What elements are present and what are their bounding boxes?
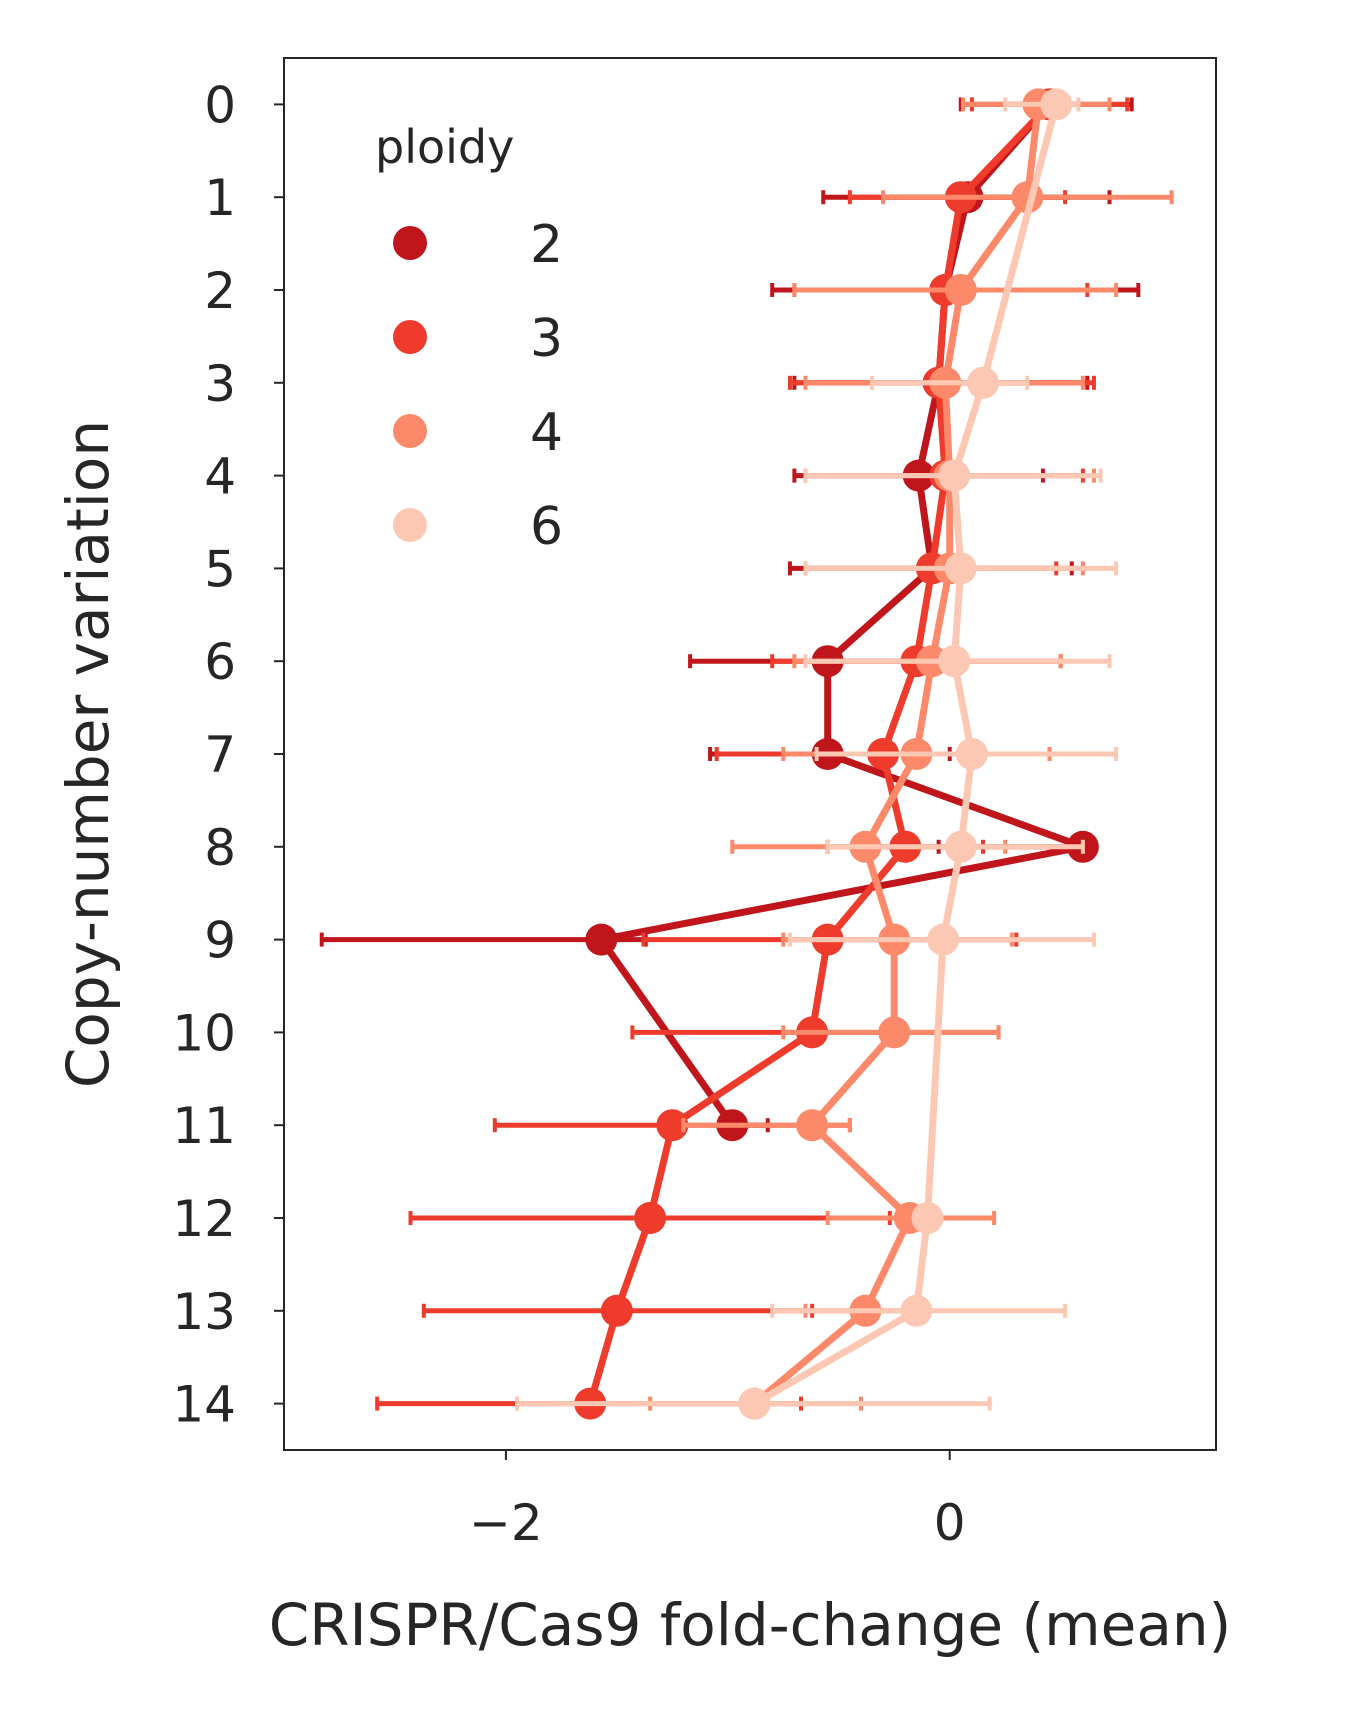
y-tick-label: 9 <box>204 912 236 970</box>
data-point <box>938 645 971 678</box>
legend-label-6: 6 <box>530 497 563 557</box>
series-layer <box>319 88 1174 1420</box>
legend-marker-4 <box>393 414 427 448</box>
legend: ploidy 2 3 4 6 <box>375 120 563 557</box>
data-point <box>634 1202 667 1234</box>
legend-label-2: 2 <box>530 215 563 275</box>
y-tick-label: 11 <box>172 1097 236 1155</box>
legend-marker-6 <box>393 508 427 542</box>
y-tick-label: 10 <box>172 1004 236 1062</box>
data-point <box>927 923 960 956</box>
x-axis-ticks: −2 0 <box>469 1450 966 1552</box>
y-tick-label: 13 <box>172 1283 236 1341</box>
y-tick-label: 8 <box>204 819 236 877</box>
series-6 <box>515 88 1119 1420</box>
y-tick-label: 7 <box>204 726 236 784</box>
data-point <box>900 1294 933 1327</box>
legend-title: ploidy <box>375 120 514 174</box>
y-tick-label: 14 <box>172 1376 236 1434</box>
data-point <box>938 459 971 492</box>
y-axis-label: Copy-number variation <box>54 420 122 1088</box>
x-tick-label: 0 <box>934 1494 966 1552</box>
x-axis-label: CRISPR/Cas9 fold-change (mean) <box>269 1591 1232 1659</box>
data-point <box>656 1109 689 1142</box>
legend-items: 2 3 4 6 <box>393 215 563 557</box>
series-line <box>597 102 1087 1128</box>
data-point <box>1040 88 1073 121</box>
y-tick-label: 1 <box>204 169 236 227</box>
y-tick-label: 4 <box>204 448 236 506</box>
y-tick-label: 5 <box>204 540 236 598</box>
data-point <box>944 274 977 306</box>
legend-marker-2 <box>393 226 427 260</box>
data-point <box>944 552 977 585</box>
y-tick-label: 12 <box>172 1190 236 1248</box>
data-point <box>600 1294 633 1327</box>
data-point <box>967 366 999 399</box>
data-point <box>796 1109 829 1142</box>
legend-marker-3 <box>393 320 427 354</box>
legend-label-4: 4 <box>530 403 563 463</box>
data-point <box>585 923 618 956</box>
y-tick-label: 3 <box>204 355 236 413</box>
y-tick-label: 0 <box>204 76 236 134</box>
legend-label-3: 3 <box>530 309 563 369</box>
data-point <box>878 1016 911 1049</box>
data-point <box>955 738 988 770</box>
y-tick-label: 6 <box>204 633 236 691</box>
y-tick-label: 2 <box>204 262 236 320</box>
data-point <box>944 830 977 863</box>
x-tick-label: −2 <box>469 1494 543 1552</box>
data-point <box>911 1202 944 1234</box>
data-point <box>738 1387 771 1420</box>
